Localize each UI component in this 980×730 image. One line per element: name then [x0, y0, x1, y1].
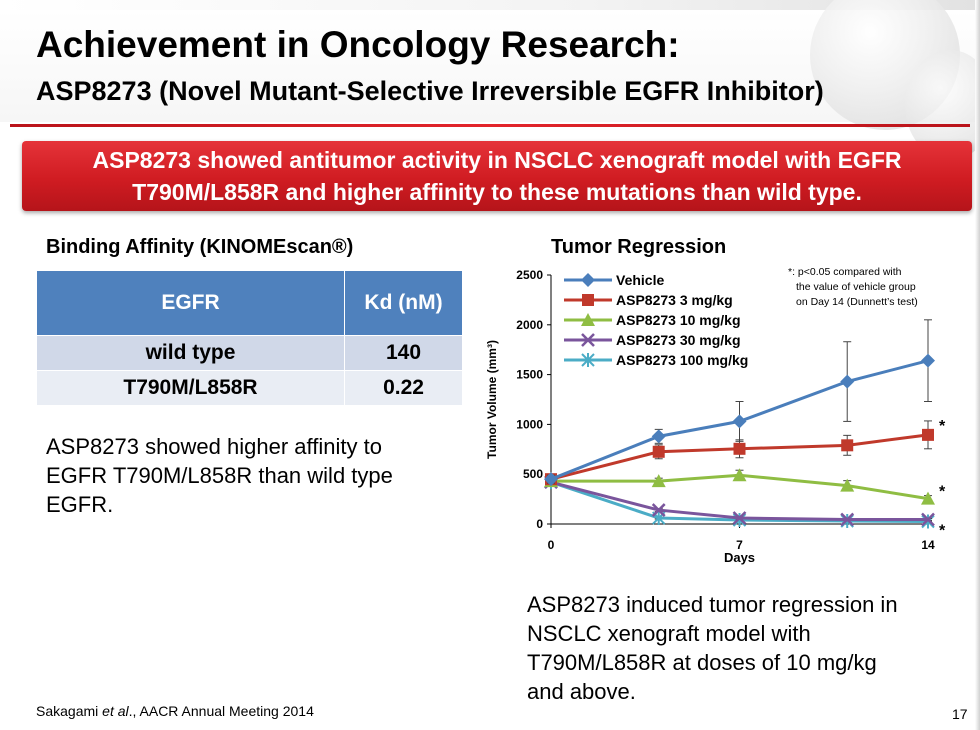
citation-author: Sakagami — [36, 703, 103, 719]
affinity-text-line: ASP8273 showed higher affinity to — [46, 434, 382, 459]
table-row: T790M/L858R 0.22 — [36, 370, 463, 406]
y-tick-label: 0 — [536, 517, 543, 531]
regression-description: ASP8273 induced tumor regression in NSCL… — [527, 590, 898, 706]
significance-marker: * — [939, 484, 946, 501]
data-point — [732, 511, 747, 525]
data-point — [732, 468, 747, 482]
data-point — [581, 313, 595, 326]
data-point — [921, 514, 935, 529]
x-axis-label: Days — [724, 550, 755, 565]
egfr-cell: wild type — [36, 335, 345, 371]
table-header-row: EGFR Kd (nM) — [36, 270, 463, 336]
data-point — [840, 478, 855, 492]
affinity-text-line: EGFR T790M/L858R than wild type — [46, 463, 393, 488]
kd-cell: 140 — [344, 335, 463, 371]
x-tick-label: 0 — [548, 538, 555, 552]
significance-note: on Day 14 (Dunnett’s test) — [796, 296, 918, 308]
banner-line-2: T790M/L858R and higher affinity to these… — [132, 179, 862, 205]
kd-cell: 0.22 — [344, 370, 463, 406]
affinity-table: EGFR Kd (nM) wild type 140 T790M/L858R 0… — [36, 270, 463, 406]
regression-text-line: NSCLC xenograft model with — [527, 621, 811, 646]
data-point — [651, 474, 666, 488]
data-point — [582, 294, 594, 306]
data-point — [651, 503, 666, 517]
egfr-cell: T790M/L858R — [36, 370, 345, 406]
banner-line-1: ASP8273 showed antitumor activity in NSC… — [92, 147, 902, 173]
data-point — [652, 445, 665, 458]
data-point — [921, 353, 935, 368]
data-point — [651, 429, 666, 444]
column-header-egfr: EGFR — [36, 270, 345, 336]
data-point — [581, 353, 595, 367]
tumor-regression-chart: 0 500 1000 1500 2000 2500 0 7 14 Days Tumor Volume… — [485, 266, 946, 565]
data-point — [840, 374, 855, 389]
data-point — [921, 491, 935, 505]
regression-text-line: and above. — [527, 679, 636, 704]
title-divider — [10, 124, 970, 127]
significance-marker: * — [939, 418, 946, 435]
title-area — [0, 0, 980, 160]
x-tick-label: 7 — [736, 538, 743, 552]
x-tick-label: 14 — [921, 538, 935, 552]
y-tick-label: 500 — [523, 467, 543, 481]
data-point — [581, 333, 595, 347]
legend-label: ASP8273 30 mg/kg — [616, 332, 741, 348]
y-tick-label: 1000 — [516, 417, 543, 431]
affinity-description: ASP8273 showed higher affinity to EGFR T… — [46, 432, 393, 519]
table-row: wild type 140 — [36, 335, 463, 371]
regression-heading: Tumor Regression — [551, 236, 727, 258]
y-tick-label: 1500 — [516, 368, 543, 382]
data-point — [732, 513, 747, 528]
significance-marker: * — [939, 523, 946, 540]
data-point — [840, 512, 855, 527]
significance-note: *: p<0.05 compared with — [788, 266, 902, 278]
data-point — [733, 442, 746, 455]
legend-label: ASP8273 3 mg/kg — [616, 292, 733, 308]
data-point — [544, 472, 558, 487]
y-tick-label: 2500 — [516, 268, 543, 282]
affinity-heading: Binding Affinity (KINOMEscan®) — [46, 236, 354, 258]
data-point — [841, 439, 854, 452]
column-header-kd: Kd (nM) — [344, 270, 463, 336]
affinity-text-line: EGFR. — [46, 492, 114, 517]
citation-rest: ., AACR Annual Meeting 2014 — [128, 703, 314, 719]
citation: Sakagami et al., AACR Annual Meeting 201… — [36, 703, 314, 719]
top-strip — [0, 0, 980, 10]
slide-title: Achievement in Oncology Research: — [36, 24, 680, 65]
citation-etal: et al — [102, 703, 129, 719]
y-axis-label: Tumor Volume (mm³) — [485, 340, 499, 459]
key-message-banner: ASP8273 showed antitumor activity in NSC… — [22, 141, 972, 211]
significance-note: the value of vehicle group — [796, 281, 916, 293]
data-point — [921, 512, 935, 527]
regression-text-line: T790M/L858R at doses of 10 mg/kg — [527, 650, 877, 675]
data-point — [732, 414, 747, 429]
page-number: 17 — [952, 706, 968, 722]
y-tick-label: 2000 — [516, 318, 543, 332]
regression-text-line: ASP8273 induced tumor regression in — [527, 592, 898, 617]
legend-label: ASP8273 100 mg/kg — [616, 352, 748, 368]
slide-edge-shadow — [975, 0, 980, 730]
slide-subtitle: ASP8273 (Novel Mutant-Selective Irrevers… — [36, 76, 824, 106]
legend-label: Vehicle — [616, 272, 664, 288]
data-point — [922, 428, 934, 441]
data-point — [581, 273, 595, 287]
legend-label: ASP8273 10 mg/kg — [616, 312, 741, 328]
